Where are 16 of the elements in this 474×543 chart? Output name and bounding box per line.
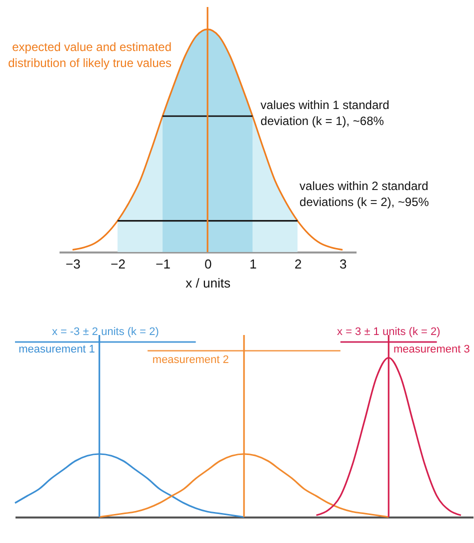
annotation: values within 2 standard deviations (k = 2), ~95%	[300, 178, 430, 209]
x-axis-title: x / units	[186, 276, 231, 290]
x-tick-label: 3	[339, 256, 347, 272]
series-label: measurement 3	[393, 343, 470, 356]
series-label: expected value and estimated distribution of likely true values	[8, 40, 172, 70]
text: measurement 2	[152, 354, 229, 366]
series-label: x = 3 ± 1 units (k = 2)	[337, 326, 440, 338]
series-label: x = -3 ± 2 units (k = 2)	[52, 326, 159, 338]
x-tick-label: −1	[156, 256, 170, 272]
x-tick-label: −3	[66, 256, 80, 272]
x-tick-label: 1	[249, 256, 257, 272]
annotation: values within 1 standard deviation (k = 1), ~68%	[260, 98, 390, 128]
text: measurement 1	[18, 343, 96, 356]
x-tick-label: 2	[294, 256, 302, 272]
x-tick-label: −2	[110, 256, 126, 272]
x-tick-label: 0	[204, 256, 212, 272]
